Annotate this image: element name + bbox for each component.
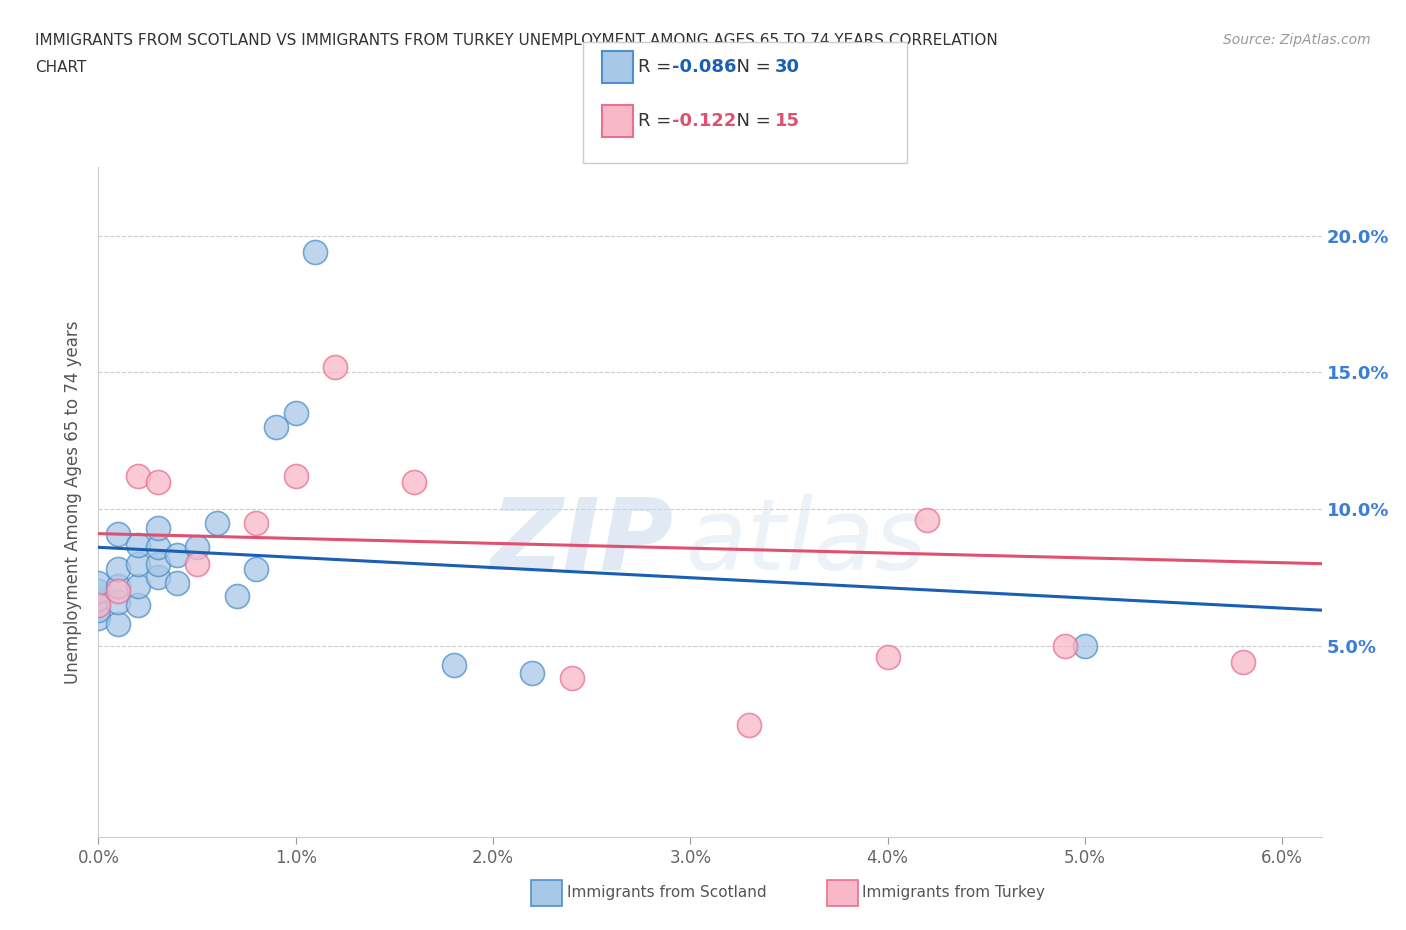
Point (284, 469, 307, 484)
Text: 30: 30 (775, 58, 800, 76)
Point (245, 515, 267, 530)
Point (876, 649, 898, 664)
Text: Source: ZipAtlas.com: Source: ZipAtlas.com (1223, 33, 1371, 46)
Point (245, 562, 267, 577)
Point (87, 584, 110, 599)
Point (1054, 638, 1077, 653)
Text: R =: R = (638, 112, 678, 130)
Point (404, 474, 426, 489)
Point (264, 419, 287, 434)
Point (522, 666, 544, 681)
Point (107, 584, 129, 599)
Point (1074, 638, 1097, 653)
Point (443, 658, 465, 672)
Text: -0.122: -0.122 (672, 112, 737, 130)
Point (87, 597, 110, 612)
Y-axis label: Unemployment Among Ages 65 to 74 years: Unemployment Among Ages 65 to 74 years (65, 321, 83, 684)
Point (915, 512, 938, 527)
Point (304, 245, 326, 259)
Text: N =: N = (725, 112, 778, 130)
Point (107, 562, 129, 577)
Point (127, 469, 149, 484)
Point (146, 521, 169, 536)
Point (127, 556, 149, 571)
Point (166, 548, 188, 563)
Point (225, 589, 247, 604)
Text: R =: R = (638, 58, 678, 76)
Point (146, 570, 169, 585)
Text: Immigrants from Turkey: Immigrants from Turkey (862, 885, 1045, 900)
Point (87, 591, 110, 606)
Point (146, 556, 169, 571)
Text: Immigrants from Scotland: Immigrants from Scotland (567, 885, 766, 900)
Text: atlas: atlas (686, 494, 927, 591)
Point (205, 515, 228, 530)
Text: ZIP: ZIP (491, 494, 673, 591)
Point (87, 603, 110, 618)
Point (107, 594, 129, 609)
Point (186, 556, 208, 571)
Point (87, 611, 110, 626)
Point (166, 576, 188, 591)
Point (1232, 655, 1254, 670)
Point (561, 671, 583, 686)
Point (87, 576, 110, 591)
Text: IMMIGRANTS FROM SCOTLAND VS IMMIGRANTS FROM TURKEY UNEMPLOYMENT AMONG AGES 65 TO: IMMIGRANTS FROM SCOTLAND VS IMMIGRANTS F… (35, 33, 998, 47)
Point (284, 405, 307, 420)
Point (146, 539, 169, 554)
Point (323, 360, 346, 375)
Point (186, 539, 208, 554)
Text: -0.086: -0.086 (672, 58, 737, 76)
Point (107, 578, 129, 593)
Point (107, 617, 129, 631)
Point (127, 578, 149, 593)
Point (127, 538, 149, 552)
Text: CHART: CHART (35, 60, 87, 75)
Point (107, 526, 129, 541)
Point (127, 597, 149, 612)
Text: 15: 15 (775, 112, 800, 130)
Point (146, 474, 169, 489)
Point (738, 718, 761, 733)
Text: N =: N = (725, 58, 778, 76)
